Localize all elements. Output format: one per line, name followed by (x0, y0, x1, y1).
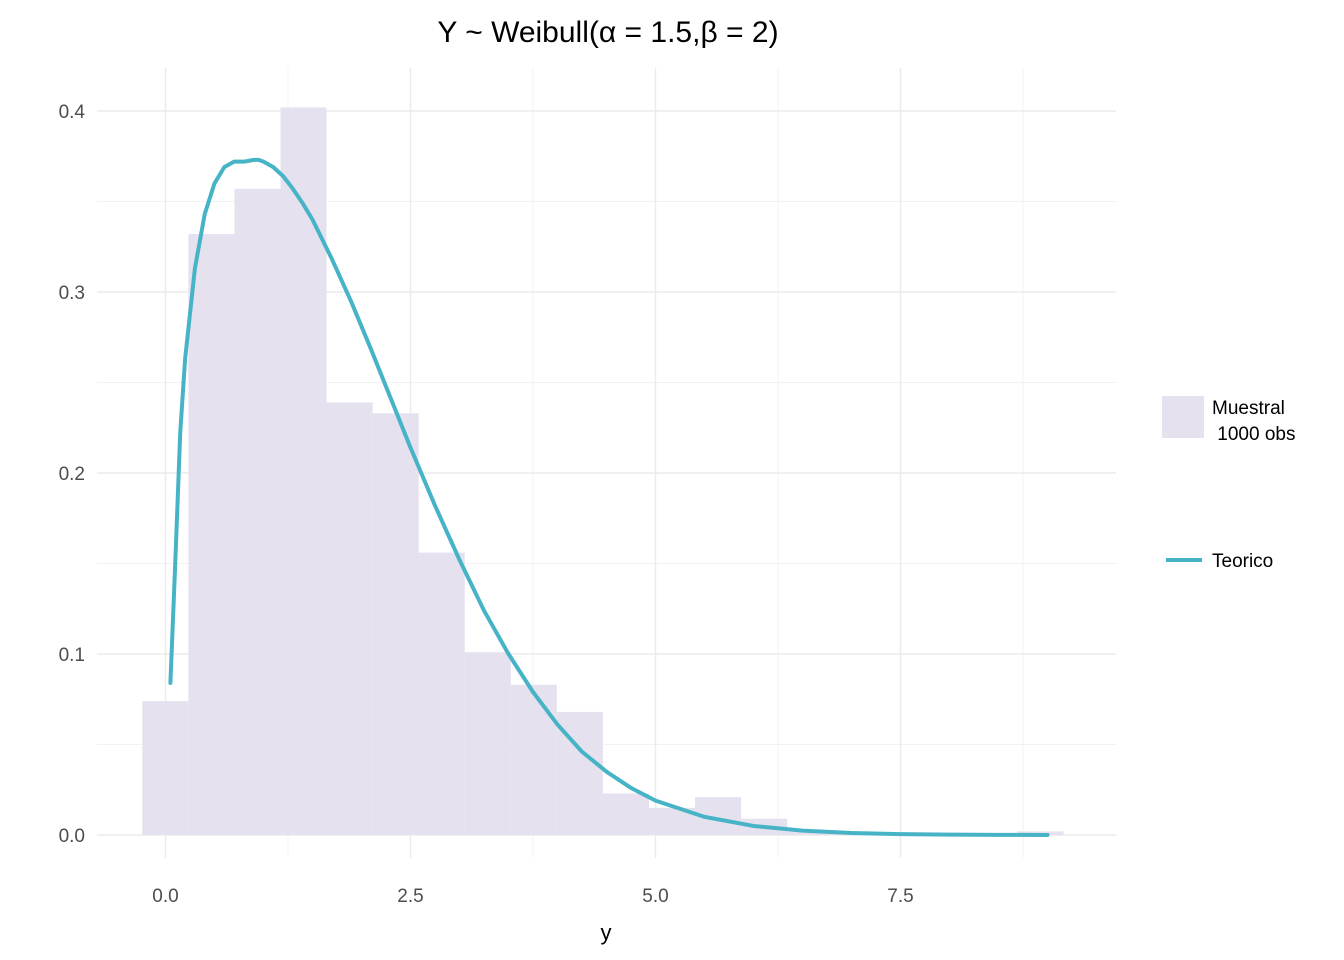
density-curve-layer (168, 157, 1050, 837)
legend-key-muestral (1162, 396, 1204, 438)
x-tick-label-0: 0.0 (152, 886, 178, 907)
legend: Muestral 1000 obs Teorico (1162, 396, 1295, 572)
histogram-bar-8 (510, 684, 557, 835)
histogram-bar-7 (464, 652, 511, 835)
histogram-bar-3 (280, 107, 327, 835)
y-axis-tick-labels: 0.0 0.1 0.2 0.3 0.4 (59, 102, 86, 847)
histogram-bar-0 (142, 701, 189, 835)
histogram-bar-5 (372, 413, 419, 835)
y-tick-label-1: 0.1 (59, 645, 85, 666)
y-tick-label-0: 0.0 (59, 826, 85, 847)
histogram-bar-10 (602, 793, 649, 835)
chart-title: Y ~ Weibull(α = 1.5,β = 2) (437, 16, 778, 49)
histogram-bar-4 (326, 402, 373, 835)
histogram-bar-6 (418, 552, 465, 835)
x-tick-label-3: 7.5 (887, 886, 913, 907)
histogram-bar-2 (234, 188, 281, 835)
histogram-bar-1 (188, 234, 235, 835)
teorico-curve (168, 157, 1050, 837)
y-tick-label-2: 0.2 (59, 464, 85, 485)
y-tick-label-4: 0.4 (59, 102, 86, 123)
y-tick-label-3: 0.3 (59, 283, 85, 304)
legend-label-muestral-line1: Muestral (1212, 398, 1285, 419)
x-tick-label-2: 5.0 (642, 886, 668, 907)
histogram-bar-14 (787, 831, 834, 835)
x-axis-title: y (601, 920, 612, 945)
histogram-bars (142, 107, 1064, 835)
x-axis-tick-labels: 0.0 2.5 5.0 7.5 (152, 886, 913, 907)
legend-label-teorico: Teorico (1212, 551, 1273, 572)
x-tick-label-1: 2.5 (397, 886, 423, 907)
legend-label-muestral-line2: 1000 obs (1212, 424, 1295, 445)
